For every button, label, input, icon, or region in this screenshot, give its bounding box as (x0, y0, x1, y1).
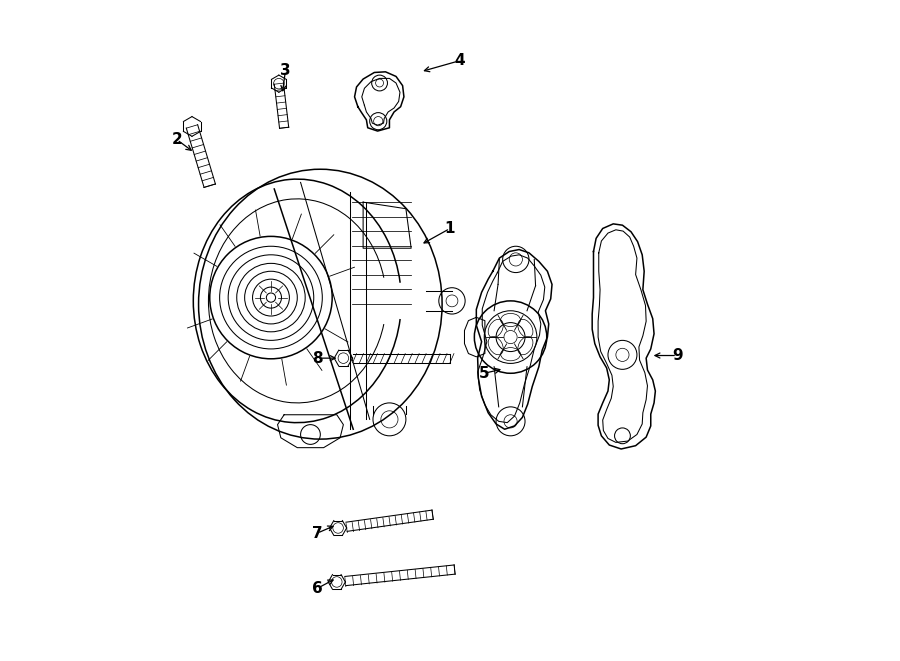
Text: 1: 1 (445, 221, 455, 236)
Text: 8: 8 (311, 350, 322, 366)
Text: 6: 6 (311, 581, 322, 596)
Text: 3: 3 (280, 63, 291, 78)
Text: 9: 9 (671, 348, 682, 363)
Text: 5: 5 (479, 366, 490, 381)
Text: 2: 2 (172, 132, 182, 147)
Text: 7: 7 (311, 525, 322, 541)
Text: 4: 4 (454, 53, 465, 68)
